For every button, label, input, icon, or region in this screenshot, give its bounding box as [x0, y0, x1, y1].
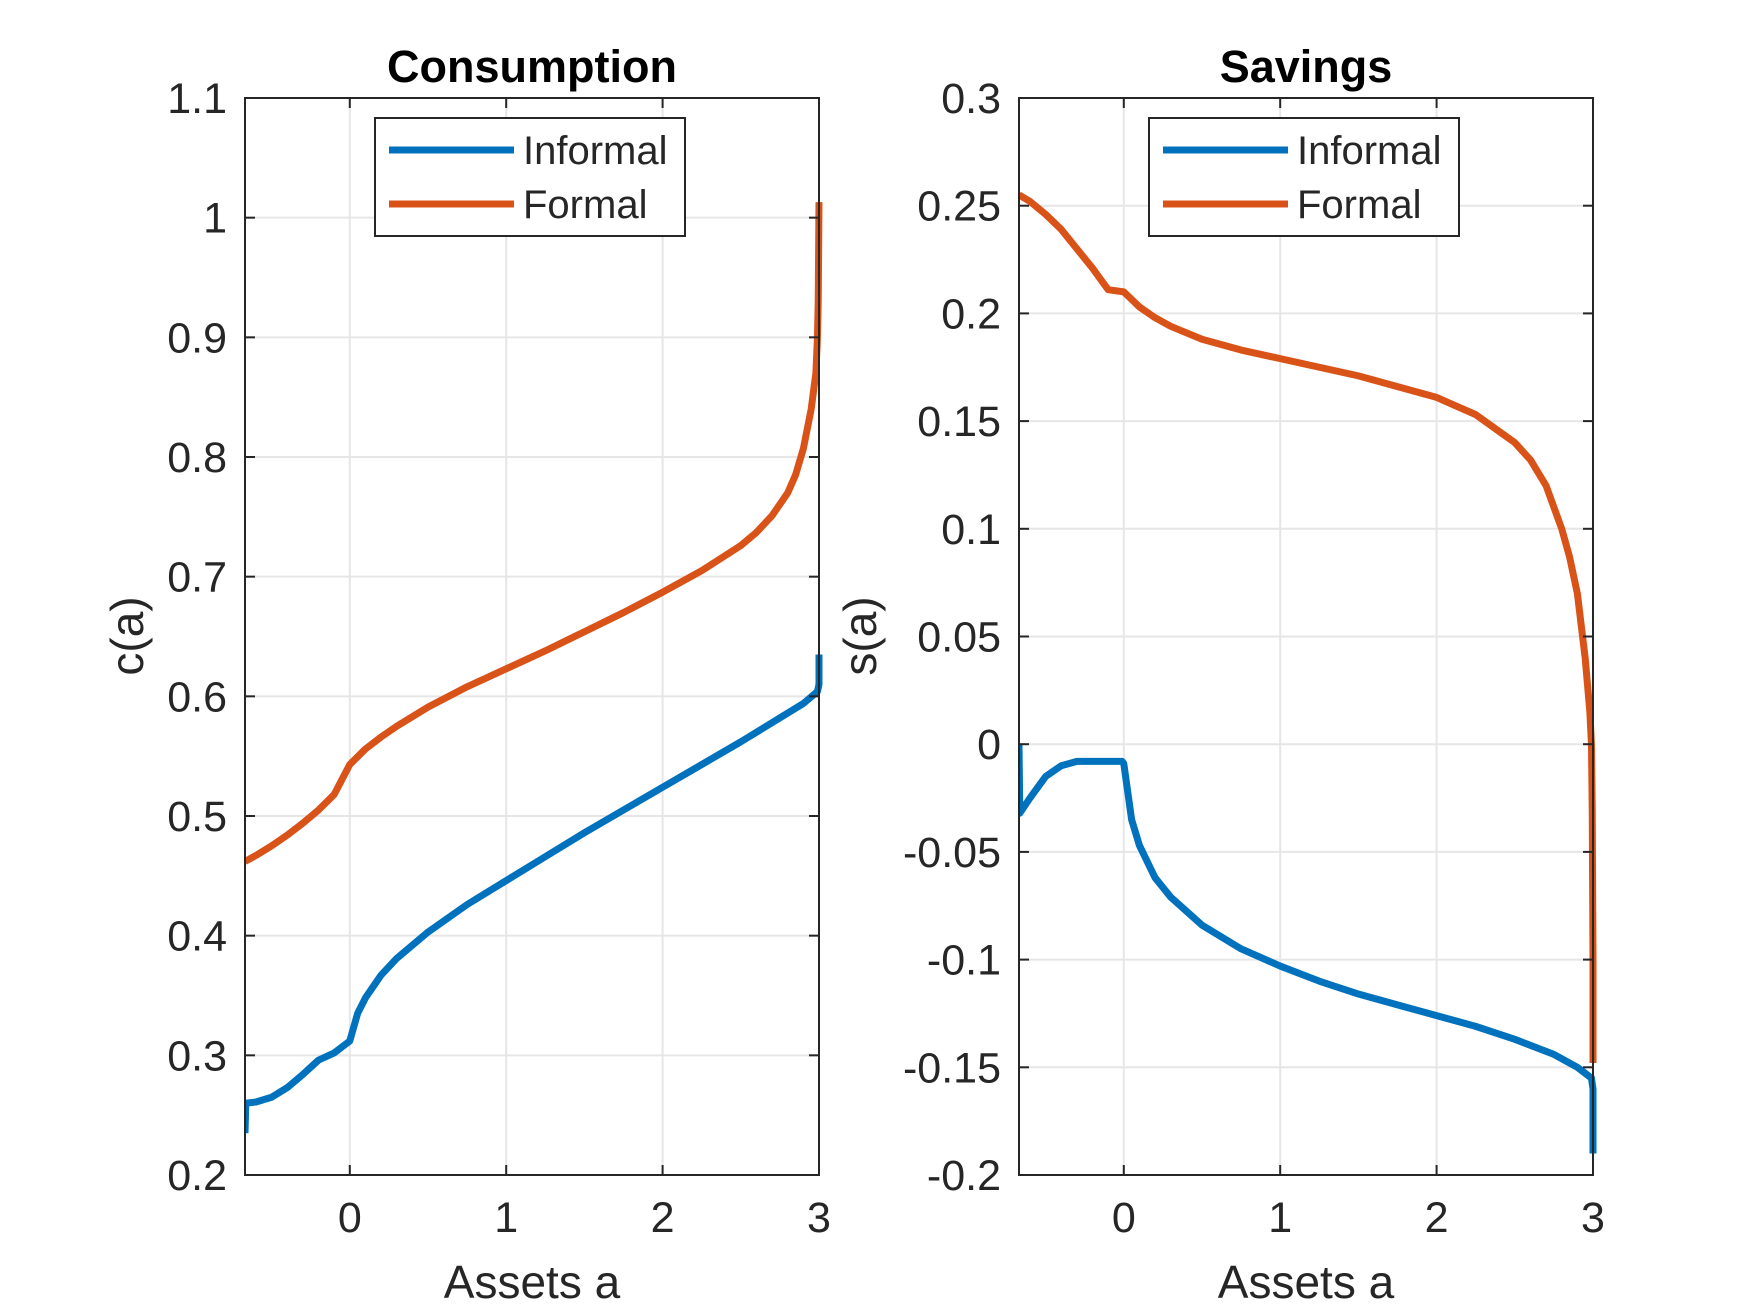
consumption-ytick-label: 1 [203, 195, 227, 243]
savings-ytick-label: 0 [977, 721, 1001, 769]
savings-ytick-label: -0.05 [903, 829, 1001, 877]
consumption-ytick-label: 1.1 [167, 75, 227, 123]
savings-xlabel: Assets a [1218, 1256, 1395, 1308]
consumption-xtick-label: 0 [338, 1194, 362, 1242]
savings-ytick-label: 0.2 [941, 290, 1001, 338]
savings-ylabel: s(a) [834, 596, 886, 675]
savings-ytick-label: -0.1 [927, 937, 1001, 985]
consumption-legend-label-informal: Informal [523, 129, 668, 173]
savings-ytick-label: 0.25 [917, 183, 1001, 231]
consumption-ytick-label: 0.9 [167, 314, 227, 362]
savings-series-informal-line [1019, 744, 1597, 1154]
consumption-ytick-label: 0.4 [167, 913, 227, 961]
savings-xtick-label: 2 [1425, 1194, 1449, 1242]
savings-ytick-label: 0.3 [941, 75, 1001, 123]
consumption-legend-box [374, 117, 686, 237]
consumption-panel: Consumption Assets a c(a) 0 1 2 3 0.2 0.3 0.4 0… [101, 41, 831, 1308]
consumption-series-informal-line [245, 654, 823, 1134]
savings-ytick-label: -0.2 [927, 1152, 1001, 1200]
savings-xtick-label: 3 [1581, 1194, 1605, 1242]
savings-legend-box [1148, 117, 1460, 237]
consumption-ytick-label: 0.7 [167, 554, 227, 602]
savings-series-formal-line [1019, 191, 1597, 1063]
savings-legend-label-formal: Formal [1297, 183, 1421, 227]
consumption-xtick-label: 2 [651, 1194, 675, 1242]
savings-legend-label-informal: Informal [1297, 129, 1442, 173]
savings-ytick-label: 0.05 [917, 614, 1001, 662]
savings-panel: Savings Assets a s(a) 0 1 2 3 -0.2 -0.15 -0.1 -… [834, 41, 1605, 1308]
consumption-ytick-label: 0.5 [167, 793, 227, 841]
consumption-axes-box [244, 97, 820, 1176]
consumption-xlabel: Assets a [444, 1256, 621, 1308]
savings-ytick-label: -0.15 [903, 1044, 1001, 1092]
consumption-ytick-label: 0.3 [167, 1032, 227, 1080]
consumption-series-formal-line [245, 202, 823, 865]
savings-title: Savings [1220, 41, 1393, 92]
consumption-xtick-label: 1 [494, 1194, 518, 1242]
savings-xtick-label: 1 [1268, 1194, 1292, 1242]
savings-ytick-label: 0.1 [941, 506, 1001, 554]
consumption-ytick-label: 0.6 [167, 673, 227, 721]
savings-xtick-label: 0 [1112, 1194, 1136, 1242]
consumption-legend-label-formal: Formal [523, 183, 647, 227]
consumption-xtick-label: 3 [807, 1194, 831, 1242]
savings-ytick-label: 0.15 [917, 398, 1001, 446]
consumption-ytick-label: 0.2 [167, 1152, 227, 1200]
consumption-ytick-label: 0.8 [167, 434, 227, 482]
consumption-ylabel: c(a) [101, 596, 153, 675]
consumption-title: Consumption [387, 41, 677, 92]
